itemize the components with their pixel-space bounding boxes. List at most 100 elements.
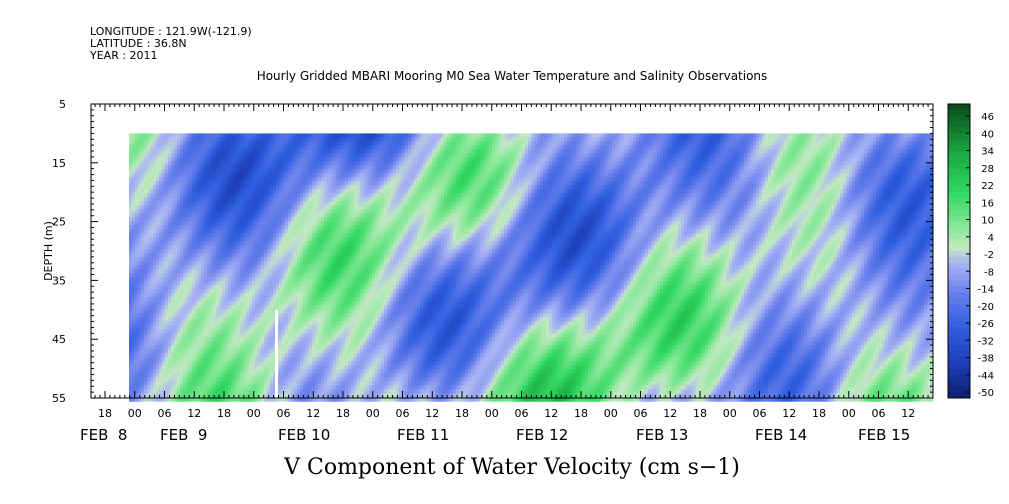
- heatmap-cell: [144, 373, 148, 378]
- heatmap-cell: [306, 341, 310, 346]
- heatmap-cell: [177, 193, 181, 198]
- heatmap-cell: [288, 217, 292, 222]
- heatmap-cell: [150, 309, 154, 314]
- heatmap-cell: [171, 365, 175, 370]
- heatmap-cell: [324, 373, 328, 378]
- heatmap-cell: [135, 289, 139, 294]
- heatmap-cell: [183, 277, 187, 282]
- heatmap-cell: [288, 173, 292, 178]
- heatmap-cell: [171, 173, 175, 178]
- heatmap-cell: [246, 237, 250, 242]
- heatmap-cell: [288, 369, 292, 374]
- heatmap-cell: [150, 145, 154, 150]
- heatmap-cell: [324, 173, 328, 178]
- heatmap-cell: [270, 329, 274, 334]
- heatmap-cell: [225, 353, 229, 358]
- heatmap-cell: [339, 261, 343, 266]
- heatmap-cell: [261, 193, 265, 198]
- heatmap-cell: [207, 181, 211, 186]
- heatmap-cell: [324, 293, 328, 298]
- heatmap-cell: [300, 373, 304, 378]
- heatmap-cell: [261, 153, 265, 158]
- heatmap-cell: [228, 301, 232, 306]
- heatmap-cell: [315, 333, 319, 338]
- heatmap-cell: [210, 353, 214, 358]
- heatmap-cell: [159, 377, 163, 382]
- heatmap-cell: [339, 349, 343, 354]
- heatmap-cell: [237, 289, 241, 294]
- heatmap-cell: [333, 317, 337, 322]
- heatmap-cell: [342, 313, 346, 318]
- heatmap-cell: [198, 149, 202, 154]
- heatmap-cell: [192, 221, 196, 226]
- heatmap-cell: [201, 185, 205, 190]
- heatmap-cell: [252, 189, 256, 194]
- heatmap-cell: [264, 397, 268, 402]
- heatmap-cell: [129, 189, 133, 194]
- heatmap-cell: [255, 313, 259, 318]
- heatmap-cell: [330, 197, 334, 202]
- heatmap-cell: [324, 229, 328, 234]
- heatmap-cell: [237, 349, 241, 354]
- heatmap-cell: [174, 365, 178, 370]
- heatmap-cell: [297, 253, 301, 258]
- heatmap-cell: [222, 197, 226, 202]
- heatmap-cell: [345, 333, 349, 338]
- heatmap-cell: [162, 345, 166, 350]
- heatmap-cell: [231, 225, 235, 230]
- heatmap-cell: [174, 185, 178, 190]
- heatmap-cell: [216, 221, 220, 226]
- heatmap-cell: [228, 377, 232, 382]
- heatmap-cell: [288, 225, 292, 230]
- heatmap-cell: [189, 197, 193, 202]
- heatmap-cell: [168, 193, 172, 198]
- heatmap-cell: [177, 369, 181, 374]
- heatmap-cell: [342, 333, 346, 338]
- heatmap-cell: [189, 353, 193, 358]
- heatmap-cell: [207, 225, 211, 230]
- heatmap-cell: [243, 249, 247, 254]
- heatmap-cell: [246, 153, 250, 158]
- heatmap-cell: [222, 181, 226, 186]
- heatmap-cell: [300, 365, 304, 370]
- heatmap-cell: [234, 393, 238, 398]
- heatmap-cell: [138, 373, 142, 378]
- heatmap-cell: [279, 321, 283, 326]
- heatmap-cell: [342, 357, 346, 362]
- heatmap-cell: [219, 361, 223, 366]
- heatmap-cell: [282, 397, 286, 402]
- heatmap-cell: [279, 361, 283, 366]
- heatmap-cell: [318, 153, 322, 158]
- heatmap-cell: [201, 217, 205, 222]
- heatmap-cell: [258, 221, 262, 226]
- heatmap-cell: [222, 353, 226, 358]
- heatmap-cell: [264, 225, 268, 230]
- heatmap-cell: [132, 241, 136, 246]
- heatmap-cell: [222, 245, 226, 250]
- heatmap-cell: [273, 377, 277, 382]
- heatmap-cell: [138, 377, 142, 382]
- heatmap-cell: [312, 233, 316, 238]
- heatmap-cell: [168, 277, 172, 282]
- heatmap-cell: [198, 301, 202, 306]
- heatmap-cell: [150, 369, 154, 374]
- heatmap-cell: [255, 281, 259, 286]
- heatmap-cell: [210, 181, 214, 186]
- heatmap-cell: [135, 253, 139, 258]
- heatmap-cell: [315, 221, 319, 226]
- heatmap-cell: [270, 309, 274, 314]
- heatmap-cell: [204, 133, 208, 138]
- heatmap-cell: [135, 221, 139, 226]
- heatmap-cell: [138, 273, 142, 278]
- heatmap-cell: [183, 317, 187, 322]
- heatmap-cell: [288, 313, 292, 318]
- heatmap-cell: [216, 181, 220, 186]
- heatmap-cell: [165, 385, 169, 390]
- heatmap-cell: [207, 305, 211, 310]
- heatmap-cell: [294, 325, 298, 330]
- heatmap-cell: [228, 133, 232, 138]
- heatmap-cell: [174, 341, 178, 346]
- heatmap-cell: [198, 161, 202, 166]
- heatmap-cell: [234, 153, 238, 158]
- heatmap-cell: [261, 185, 265, 190]
